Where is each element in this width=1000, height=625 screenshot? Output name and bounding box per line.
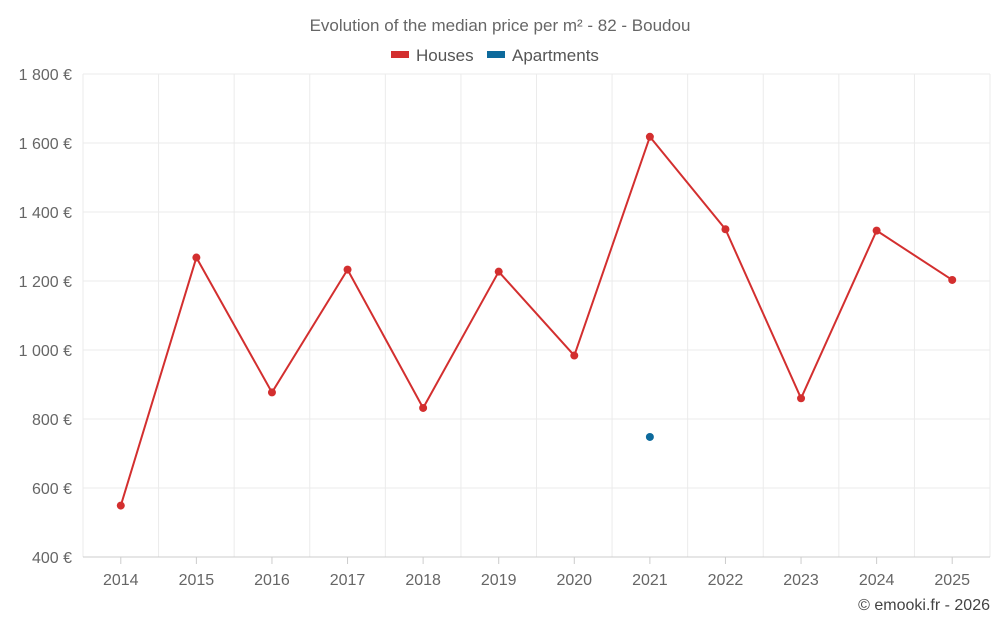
y-tick-label: 1 400 € xyxy=(19,205,72,222)
data-point-houses[interactable] xyxy=(797,394,806,403)
y-tick-label: 1 800 € xyxy=(19,67,72,84)
data-point-houses[interactable] xyxy=(872,226,881,235)
x-tick-label: 2015 xyxy=(179,572,215,589)
x-tick-label: 2018 xyxy=(405,572,441,589)
legend: Houses Apartments xyxy=(391,46,599,65)
data-point-houses[interactable] xyxy=(343,265,352,274)
y-tick-label: 800 € xyxy=(32,412,72,429)
x-tick-label: 2023 xyxy=(783,572,819,589)
legend-item-apartments[interactable]: Apartments xyxy=(487,46,599,65)
x-tick-label: 2021 xyxy=(632,572,668,589)
data-point-houses[interactable] xyxy=(494,267,503,276)
y-tick-label: 1 200 € xyxy=(19,274,72,291)
legend-swatch-apartments xyxy=(487,51,505,58)
data-point-houses[interactable] xyxy=(721,225,730,234)
y-tick-label: 400 € xyxy=(32,550,72,567)
legend-label-houses: Houses xyxy=(416,46,474,65)
series xyxy=(116,132,957,510)
data-point-houses[interactable] xyxy=(948,275,957,284)
data-point-houses[interactable] xyxy=(570,351,579,360)
data-point-houses[interactable] xyxy=(645,132,654,141)
legend-item-houses[interactable]: Houses xyxy=(391,46,474,65)
grid xyxy=(82,73,991,558)
x-tick-label: 2016 xyxy=(254,572,290,589)
legend-label-apartments: Apartments xyxy=(512,46,599,65)
data-point-houses[interactable] xyxy=(116,501,125,510)
chart-title: Evolution of the median price per m² - 8… xyxy=(310,16,691,35)
series-line-houses xyxy=(119,135,953,506)
x-axis-ticks: 2014 2015 2016 2017 2018 2019 2020 2021 2022 2023… xyxy=(83,556,990,589)
data-point-apartments[interactable] xyxy=(645,432,654,441)
x-tick-label: 2017 xyxy=(330,572,366,589)
y-tick-label: 1 000 € xyxy=(19,343,72,360)
x-tick-label: 2022 xyxy=(708,572,744,589)
x-tick-label: 2024 xyxy=(859,572,895,589)
x-tick-label: 2025 xyxy=(934,572,970,589)
x-tick-label: 2020 xyxy=(556,572,592,589)
data-point-houses[interactable] xyxy=(192,253,201,262)
x-tick-label: 2014 xyxy=(103,572,139,589)
x-tick-label: 2019 xyxy=(481,572,517,589)
y-axis-ticks: 400 € 600 € 800 € 1 000 € 1 200 € 1 400 € 1 60… xyxy=(19,67,72,567)
y-tick-label: 1 600 € xyxy=(19,136,72,153)
legend-swatch-houses xyxy=(391,51,409,58)
y-tick-label: 600 € xyxy=(32,481,72,498)
credit-text: © emooki.fr - 2026 xyxy=(858,597,990,614)
data-point-houses[interactable] xyxy=(419,403,428,412)
data-point-houses[interactable] xyxy=(267,388,276,397)
